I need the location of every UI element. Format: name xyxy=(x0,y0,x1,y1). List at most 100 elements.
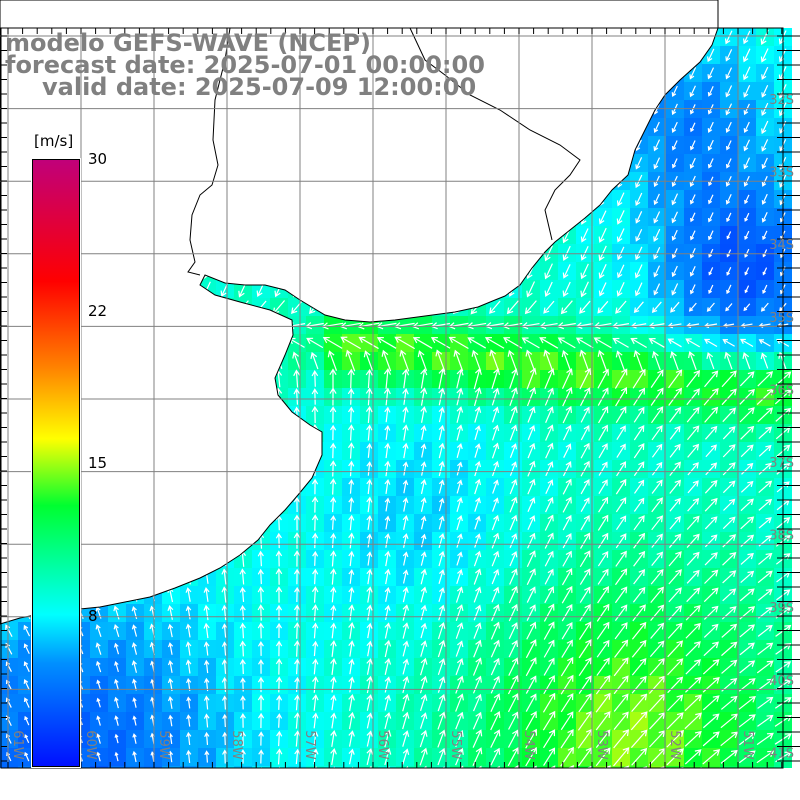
wind-arrow xyxy=(527,442,536,459)
wind-arrow xyxy=(651,425,663,441)
wind-arrow xyxy=(150,769,155,780)
wind-arrow xyxy=(402,604,410,621)
wind-arrow xyxy=(761,212,768,223)
wind-arrow xyxy=(384,515,391,530)
wind-arrow xyxy=(702,713,720,729)
wind-arrow xyxy=(329,478,337,495)
wind-arrow xyxy=(614,604,628,621)
wind-arrow xyxy=(437,766,446,783)
wind-arrow xyxy=(761,85,769,98)
wind-arrow xyxy=(708,248,714,258)
wind-arrow xyxy=(508,657,519,676)
wind-arrow xyxy=(527,425,536,441)
wind-arrow xyxy=(490,747,501,766)
wind-arrow xyxy=(491,514,500,531)
longitude-label: 60W xyxy=(83,730,98,760)
wind-arrow xyxy=(347,368,355,389)
speed-cell xyxy=(234,766,252,768)
wind-arrow xyxy=(598,227,607,243)
wind-arrow xyxy=(686,569,700,584)
wind-arrow xyxy=(473,622,482,639)
wind-arrow xyxy=(330,747,337,765)
wind-arrow xyxy=(366,765,374,784)
latitude-labels: 32S 33S 34S 35S 36S 37S 38S 39S 40S 41S xyxy=(769,93,794,761)
wind-arrow xyxy=(491,387,500,406)
wind-arrow xyxy=(635,192,643,207)
wind-arrow xyxy=(437,676,446,693)
wind-arrow xyxy=(613,711,629,731)
wind-arrow xyxy=(402,622,410,639)
wind-arrow xyxy=(651,497,663,513)
wind-arrow xyxy=(757,407,774,423)
wind-arrow xyxy=(651,479,663,494)
wind-arrow xyxy=(635,211,643,224)
wind-arrow xyxy=(491,604,500,622)
wind-arrow xyxy=(544,550,554,567)
wind-arrow xyxy=(562,496,572,513)
wind-arrow xyxy=(685,641,701,657)
wind-arrow xyxy=(562,245,571,261)
wind-arrow xyxy=(702,767,721,783)
wind-arrow xyxy=(526,621,537,640)
wind-arrow xyxy=(758,339,771,347)
wind-arrow xyxy=(402,406,409,423)
wind-arrow xyxy=(96,715,101,726)
latitude-label: 39S xyxy=(769,601,794,616)
wind-arrow xyxy=(669,443,681,458)
wind-arrow xyxy=(329,424,337,441)
wind-arrow xyxy=(402,748,410,765)
wind-arrow xyxy=(758,444,772,457)
wind-arrow xyxy=(579,586,591,603)
speed-cell xyxy=(684,766,702,768)
wind-arrow xyxy=(456,461,463,476)
wind-arrow xyxy=(579,367,592,390)
wind-arrow xyxy=(312,766,319,783)
wind-arrow xyxy=(366,730,373,747)
wind-arrow xyxy=(616,461,627,477)
longitude-label: 59W xyxy=(156,730,171,760)
wind-arrow xyxy=(542,692,556,713)
wind-arrow xyxy=(293,496,301,513)
wind-arrow xyxy=(721,388,737,406)
wind-arrow xyxy=(402,640,409,657)
wind-arrow xyxy=(312,730,319,747)
wind-arrow xyxy=(595,692,611,713)
wind-arrow xyxy=(707,139,714,151)
wind-arrow xyxy=(597,514,609,531)
wind-arrow xyxy=(704,552,718,566)
wind-arrow xyxy=(276,713,283,728)
wind-arrow xyxy=(455,658,464,676)
wind-arrow xyxy=(239,658,246,675)
wind-arrow xyxy=(669,461,681,476)
wind-arrow xyxy=(739,732,756,746)
wind-arrow xyxy=(561,585,573,604)
wind-arrow xyxy=(240,767,246,782)
wind-arrow xyxy=(544,514,554,531)
wind-arrow xyxy=(257,640,264,656)
wind-arrow xyxy=(348,479,355,494)
wind-arrow xyxy=(598,406,609,424)
wind-arrow xyxy=(312,532,319,549)
wind-arrow xyxy=(722,516,736,530)
wind-arrow xyxy=(294,730,301,747)
wind-arrow xyxy=(366,533,373,548)
wind-arrow xyxy=(740,498,754,512)
wind-arrow xyxy=(653,193,660,206)
valid-date: valid date: 2025-07-09 12:00:00 xyxy=(42,73,477,101)
wind-arrow xyxy=(634,282,643,297)
wind-arrow xyxy=(507,765,519,785)
wind-arrow xyxy=(330,496,337,513)
wind-arrow xyxy=(438,515,445,530)
wind-arrow xyxy=(490,639,500,658)
wind-arrow xyxy=(330,604,337,621)
wind-arrow xyxy=(614,639,629,658)
wind-arrow xyxy=(204,731,210,746)
wind-arrow xyxy=(651,301,662,313)
coast-detail xyxy=(409,27,581,241)
wind-arrow xyxy=(348,766,355,783)
wind-arrow xyxy=(704,370,719,388)
wind-arrow xyxy=(438,550,445,567)
wind-arrow xyxy=(596,603,610,622)
wind-arrow xyxy=(756,768,774,781)
speed-cell xyxy=(270,766,288,768)
